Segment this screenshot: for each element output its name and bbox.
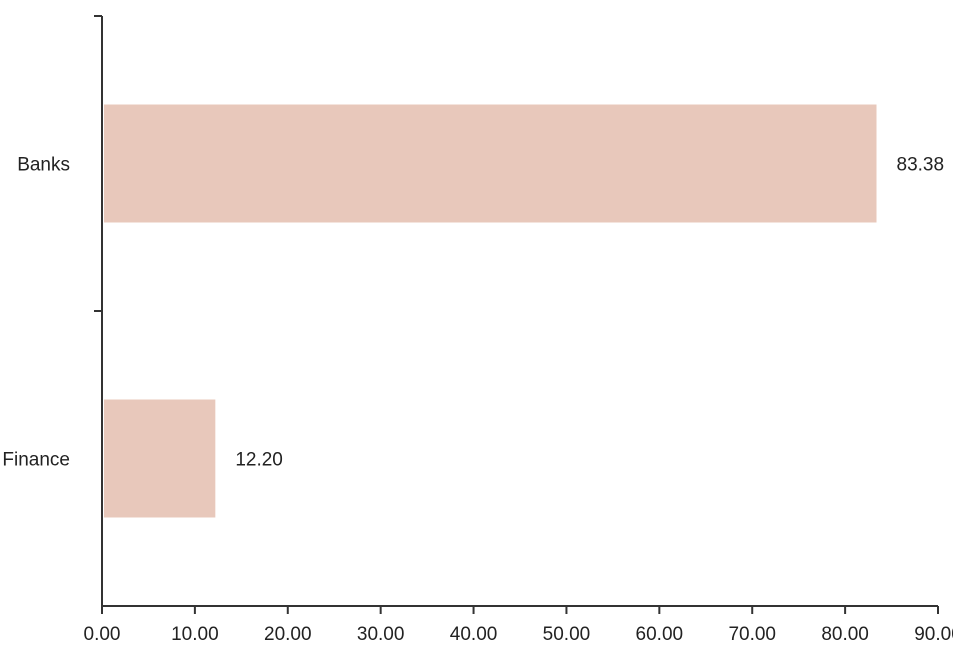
ticks-layer: 0.00 10.00 20.00 30.00 40.00 50.00 60.00 70.00 8… <box>84 15 953 645</box>
x-tick-label: 50.00 <box>543 624 591 645</box>
category-label: Banks <box>17 155 70 176</box>
x-tick-label: 90.00 <box>914 624 953 645</box>
x-tick-label: 30.00 <box>357 624 405 645</box>
data-label: 12.20 <box>235 450 283 471</box>
labels-layer: Banks 83.38 Finance 12.20 <box>2 155 944 471</box>
x-tick-label: 20.00 <box>264 624 312 645</box>
x-tick-label: 0.00 <box>84 624 121 645</box>
x-tick-label: 80.00 <box>821 624 869 645</box>
data-label: 83.38 <box>897 155 945 176</box>
x-tick-label: 70.00 <box>728 624 776 645</box>
x-tick-label: 40.00 <box>450 624 498 645</box>
bar-banks <box>104 104 877 223</box>
bar-finance <box>104 399 216 518</box>
x-tick-label: 10.00 <box>171 624 219 645</box>
category-label: Finance <box>2 450 70 471</box>
bars-layer <box>104 104 877 518</box>
x-tick-label: 60.00 <box>636 624 684 645</box>
